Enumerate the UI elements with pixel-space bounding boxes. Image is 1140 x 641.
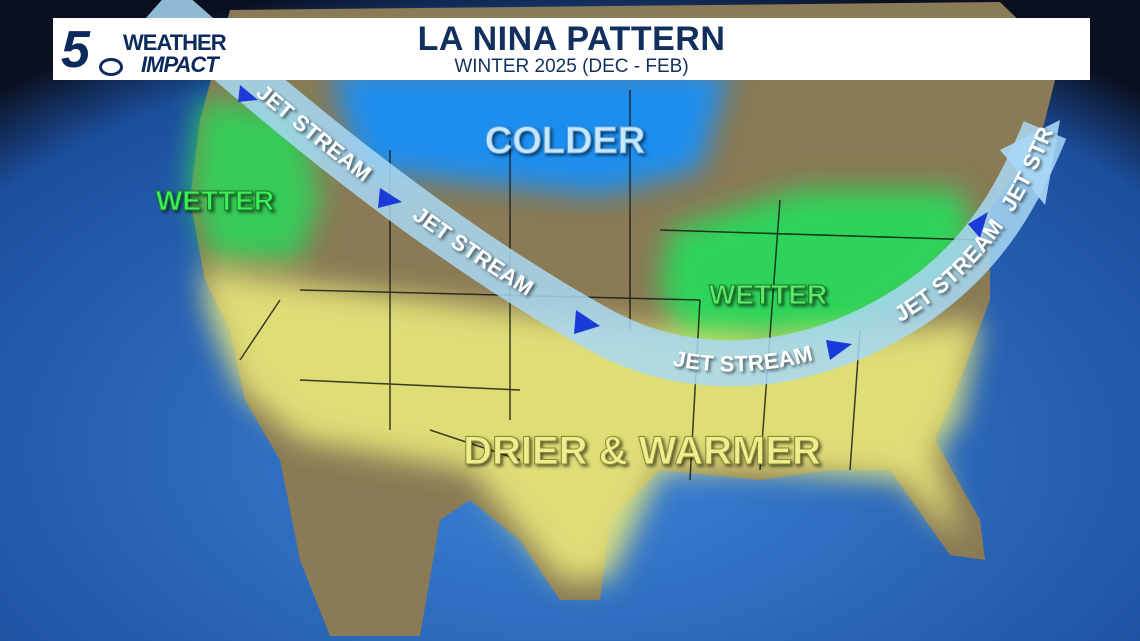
arrow-icon: [574, 310, 600, 334]
region-label-wetter-west: WETTER: [156, 185, 274, 216]
title-banner: 5 WEATHER IMPACT LA NINA PATTERN WINTER …: [53, 18, 1090, 80]
cbs-eye-icon: [99, 58, 123, 76]
page-title: LA NINA PATTERN: [417, 20, 726, 58]
jet-stream-arrows: [238, 85, 988, 360]
station-logo: 5 WEATHER IMPACT: [59, 21, 259, 79]
page-subtitle: WINTER 2025 (DEC - FEB): [454, 56, 689, 77]
region-label-colder: COLDER: [485, 120, 645, 162]
logo-impact: IMPACT: [141, 52, 219, 77]
arrow-icon: [826, 340, 852, 360]
region-label-drier-warmer: DRIER & WARMER: [463, 429, 821, 473]
logo-weather: WEATHER: [123, 30, 227, 55]
jet-stream-arrowhead: [1000, 120, 1060, 205]
region-label-wetter-east: WETTER: [709, 279, 827, 310]
arrow-icon: [378, 188, 402, 208]
arrow-icon: [238, 85, 258, 102]
arrow-icon: [968, 212, 988, 238]
logo-number: 5: [61, 21, 90, 79]
